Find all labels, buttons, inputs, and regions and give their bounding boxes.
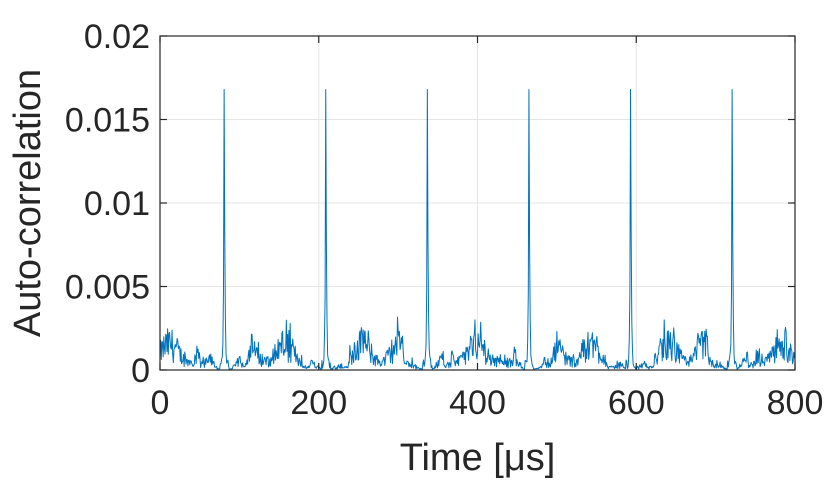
ticks: 0 200 400 600 800 0 0.005 0.01 0.015 0.02 xyxy=(65,18,823,422)
y-axis-label: Auto-correlation xyxy=(7,69,49,337)
series-line xyxy=(159,88,796,371)
y-tick-label: 0.01 xyxy=(84,185,150,223)
x-tick-label: 200 xyxy=(290,384,347,422)
y-tick-label: 0.02 xyxy=(84,18,150,56)
x-axis-label: Time [μs] xyxy=(400,437,556,479)
y-tick-label: 0 xyxy=(131,352,150,390)
x-tick-label: 400 xyxy=(449,384,506,422)
grid xyxy=(160,36,795,370)
x-tick-label: 0 xyxy=(151,384,170,422)
x-tick-label: 600 xyxy=(608,384,665,422)
x-tick-label: 800 xyxy=(767,384,824,422)
y-tick-label: 0.005 xyxy=(65,269,150,307)
y-tick-label: 0.015 xyxy=(65,102,150,140)
series-layer xyxy=(159,88,796,371)
